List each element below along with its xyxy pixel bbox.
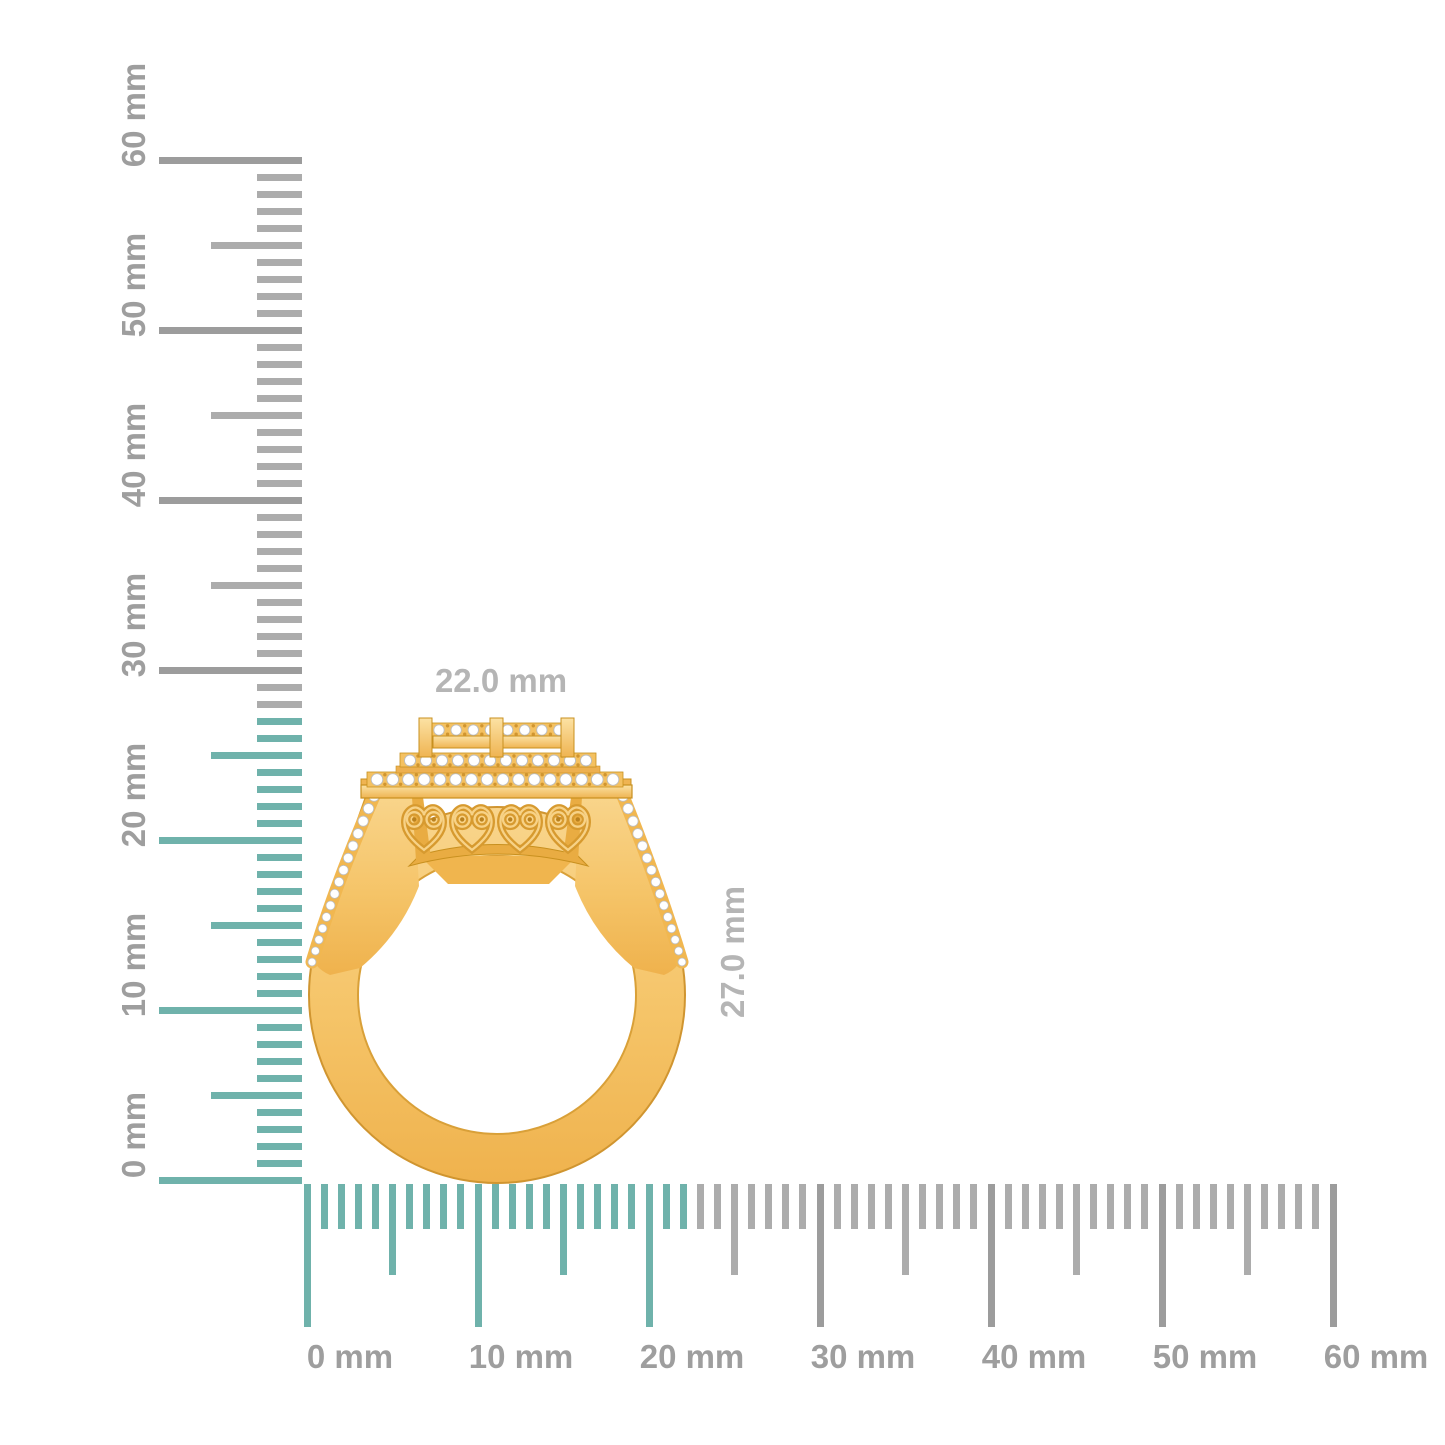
shoulder-pave-stones [307,790,687,967]
gallery-seat [420,856,577,884]
gallery-shelf [407,844,590,867]
halo-stones [370,724,620,786]
ring-width-dimension-label: 22.0 mm [434,662,568,699]
ring-height-dimension-label: 27.0 mm [714,885,751,1019]
cluster-posts [418,717,575,758]
